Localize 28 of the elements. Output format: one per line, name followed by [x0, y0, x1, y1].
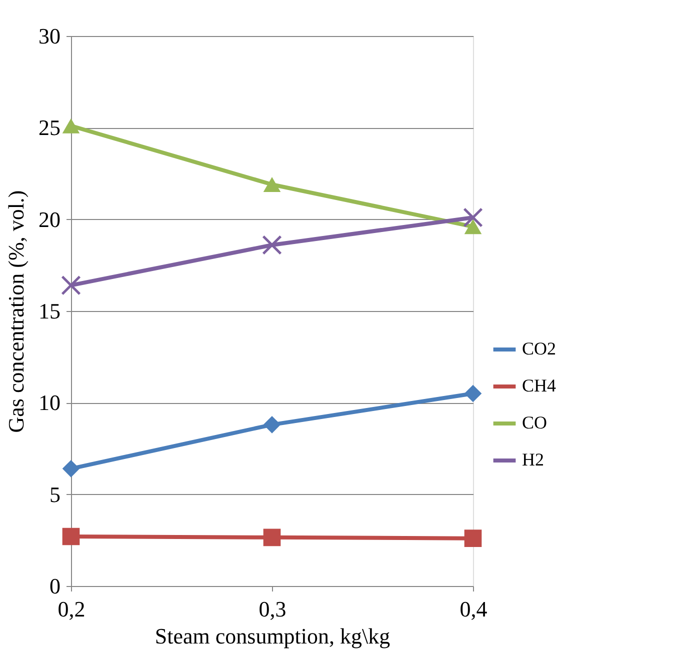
x-tick-label: 0,2 — [58, 596, 86, 622]
point — [62, 528, 80, 546]
x-tick-label: 0,4 — [460, 596, 488, 622]
x-tick-label: 0,3 — [258, 596, 286, 622]
point — [464, 219, 482, 234]
y-tick-label: 20 — [38, 206, 60, 232]
point — [62, 460, 80, 478]
point — [263, 416, 281, 434]
point — [263, 528, 281, 546]
legend-label: CH4 — [522, 376, 556, 396]
point — [262, 235, 282, 255]
legend-label: CO2 — [522, 338, 556, 358]
y-tick-label: 25 — [38, 115, 60, 140]
point — [463, 208, 483, 228]
legend-label: CO — [522, 412, 548, 432]
y-tick-label: 0 — [50, 574, 60, 598]
point — [464, 384, 482, 402]
x-axis-title: Steam consumption, kg\kg — [154, 624, 390, 648]
point — [464, 530, 482, 547]
point — [263, 177, 281, 192]
y-tick-label: 30 — [38, 24, 60, 48]
legend-label: H2 — [522, 450, 544, 470]
point — [62, 118, 80, 134]
y-tick-label: 10 — [38, 390, 60, 416]
y-axis-title: Gas concentration (%, vol.) — [4, 190, 28, 433]
y-tick-label: 5 — [50, 482, 60, 507]
point — [61, 275, 81, 296]
y-tick-label: 15 — [38, 298, 60, 324]
